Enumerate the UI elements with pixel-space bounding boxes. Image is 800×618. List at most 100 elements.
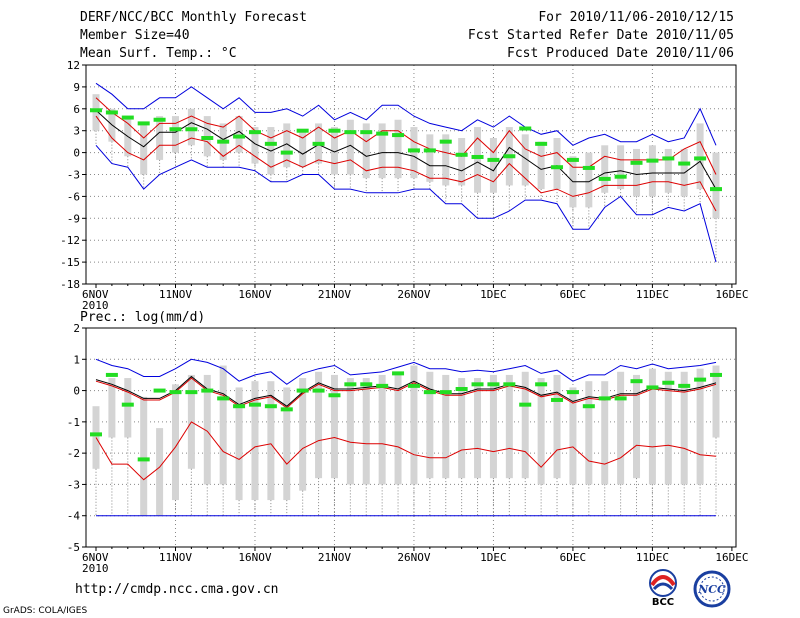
temp-ensemble-box xyxy=(283,123,291,168)
bcc-logo-text: BCC xyxy=(652,597,674,607)
prec-ensemble-box xyxy=(696,368,704,485)
prec-observed-marker xyxy=(137,457,150,462)
temp-ensemble-box xyxy=(330,127,338,175)
prec-ensemble-box xyxy=(410,365,418,485)
temp-observed-marker xyxy=(455,152,468,157)
prec-observed-marker xyxy=(201,388,214,393)
temp-ensemble-box xyxy=(442,134,450,186)
prec-ensemble-box xyxy=(442,374,450,479)
prec-observed-marker xyxy=(90,432,102,437)
prec-observed-marker xyxy=(598,396,611,401)
prec-ensemble-box xyxy=(235,387,243,501)
prec-ensemble-box xyxy=(648,368,656,485)
prec-observed-marker xyxy=(678,383,691,388)
prec-ensemble-box xyxy=(474,378,482,479)
prec-observed-marker xyxy=(630,379,643,384)
prec-ensemble-box xyxy=(489,374,497,479)
prec-observed-marker xyxy=(392,371,405,376)
temp-observed-marker xyxy=(439,139,452,144)
temp-observed-marker xyxy=(598,176,611,181)
temp-ensemble-box xyxy=(235,116,243,153)
prec-frame xyxy=(85,327,737,548)
temp-observed-marker xyxy=(487,157,500,162)
temp-ensemble-box xyxy=(426,134,434,182)
prec-ensemble-box xyxy=(712,365,720,438)
temp-observed-marker xyxy=(646,158,659,163)
temp-observed-marker xyxy=(710,187,722,192)
prec-observed-marker xyxy=(248,402,261,407)
temp-ensemble-box xyxy=(458,138,466,186)
temp-ensemble-box xyxy=(140,123,148,175)
prec-y-tick-label: -4 xyxy=(67,510,81,523)
temp-ensemble-box xyxy=(156,116,164,160)
source-url[interactable]: http://cmdp.ncc.cma.gov.cn xyxy=(75,582,279,597)
produced-date: Fcst Produced Date 2010/11/06 xyxy=(507,46,734,61)
prec-ensemble-box xyxy=(633,374,641,479)
temp-observed-marker xyxy=(376,131,389,136)
prec-observed-marker xyxy=(503,382,516,387)
temp-observed-marker xyxy=(153,117,166,122)
ncc-logo-icon: NCC xyxy=(693,570,731,608)
prec-x-tick-label: 16NOV xyxy=(238,551,271,564)
temp-observed-marker xyxy=(90,108,102,113)
prec-observed-marker xyxy=(710,372,722,377)
temp-ensemble-box xyxy=(92,94,100,131)
temp-observed-marker xyxy=(630,160,643,165)
prec-observed-marker xyxy=(296,388,309,393)
prec-observed-marker xyxy=(519,402,532,407)
temp-observed-marker xyxy=(694,156,707,161)
prec-ensemble-box xyxy=(394,371,402,485)
prec-ensemble-box xyxy=(346,378,354,485)
ncc-logo-text: NCC xyxy=(697,583,726,596)
prec-x-tick-label: 6NOV xyxy=(82,551,109,564)
prec-y-tick-label: -3 xyxy=(67,478,80,491)
prec-max-line xyxy=(95,358,717,385)
temp-x-tick-label: 11NOV xyxy=(159,288,192,301)
prec-ensemble-box xyxy=(585,381,593,485)
prec-observed-marker xyxy=(376,383,389,388)
prec-x-tick-label: 6DEC xyxy=(560,551,587,564)
prec-ensemble-box xyxy=(601,381,609,485)
prec-ensemble-box xyxy=(617,371,625,485)
temp-observed-marker xyxy=(360,130,373,135)
prec-observed-marker xyxy=(280,407,293,412)
prec-ensemble-box xyxy=(553,374,561,479)
prec-observed-marker xyxy=(312,388,325,393)
prec-x-tick-label: 2010 xyxy=(82,562,109,575)
temp-y-tick-label: 6 xyxy=(73,103,80,116)
prec-observed-marker xyxy=(105,372,118,377)
temp-observed-marker xyxy=(344,130,357,135)
prec-y-tick-label: -5 xyxy=(67,541,80,554)
variable-label: Mean Surf. Temp.: °C xyxy=(80,46,237,61)
temp-observed-marker xyxy=(471,154,484,159)
temp-x-tick-label: 21NOV xyxy=(318,288,351,301)
temp-observed-marker xyxy=(264,141,277,146)
prec-y-tick-label: 0 xyxy=(73,385,80,398)
temp-mean-line xyxy=(95,109,717,190)
temp-y-tick-label: 3 xyxy=(73,125,80,138)
temp-max-line xyxy=(95,82,717,146)
temp-y-tick-label: -3 xyxy=(67,169,80,182)
prec-observed-marker xyxy=(694,377,707,382)
prec-ensemble-box xyxy=(140,396,148,516)
temp-observed-marker xyxy=(582,165,595,170)
prec-ensemble-box xyxy=(569,387,577,485)
prec-observed-marker xyxy=(614,396,627,401)
prec-observed-marker xyxy=(407,383,420,388)
prec-observed-marker xyxy=(535,382,548,387)
prec-ensemble-box xyxy=(124,378,132,438)
prec-x-tick-label: 26NOV xyxy=(397,551,430,564)
prec-x-tick-label: 11DEC xyxy=(636,551,669,564)
temp-x-tick-label: 6NOV xyxy=(82,288,109,301)
prec-ensemble-box xyxy=(505,374,513,479)
prec-ensemble-box xyxy=(426,371,434,479)
temp-ensemble-box xyxy=(362,123,370,179)
prec-x-tick-label: 16DEC xyxy=(715,551,748,564)
prec-observed-marker xyxy=(185,390,198,395)
temp-lower-line xyxy=(95,115,717,212)
temp-ensemble-box xyxy=(171,116,179,153)
prec-x-tick-label: 1DEC xyxy=(480,551,507,564)
prec-observed-marker xyxy=(646,385,659,390)
temp-observed-marker xyxy=(217,139,230,144)
